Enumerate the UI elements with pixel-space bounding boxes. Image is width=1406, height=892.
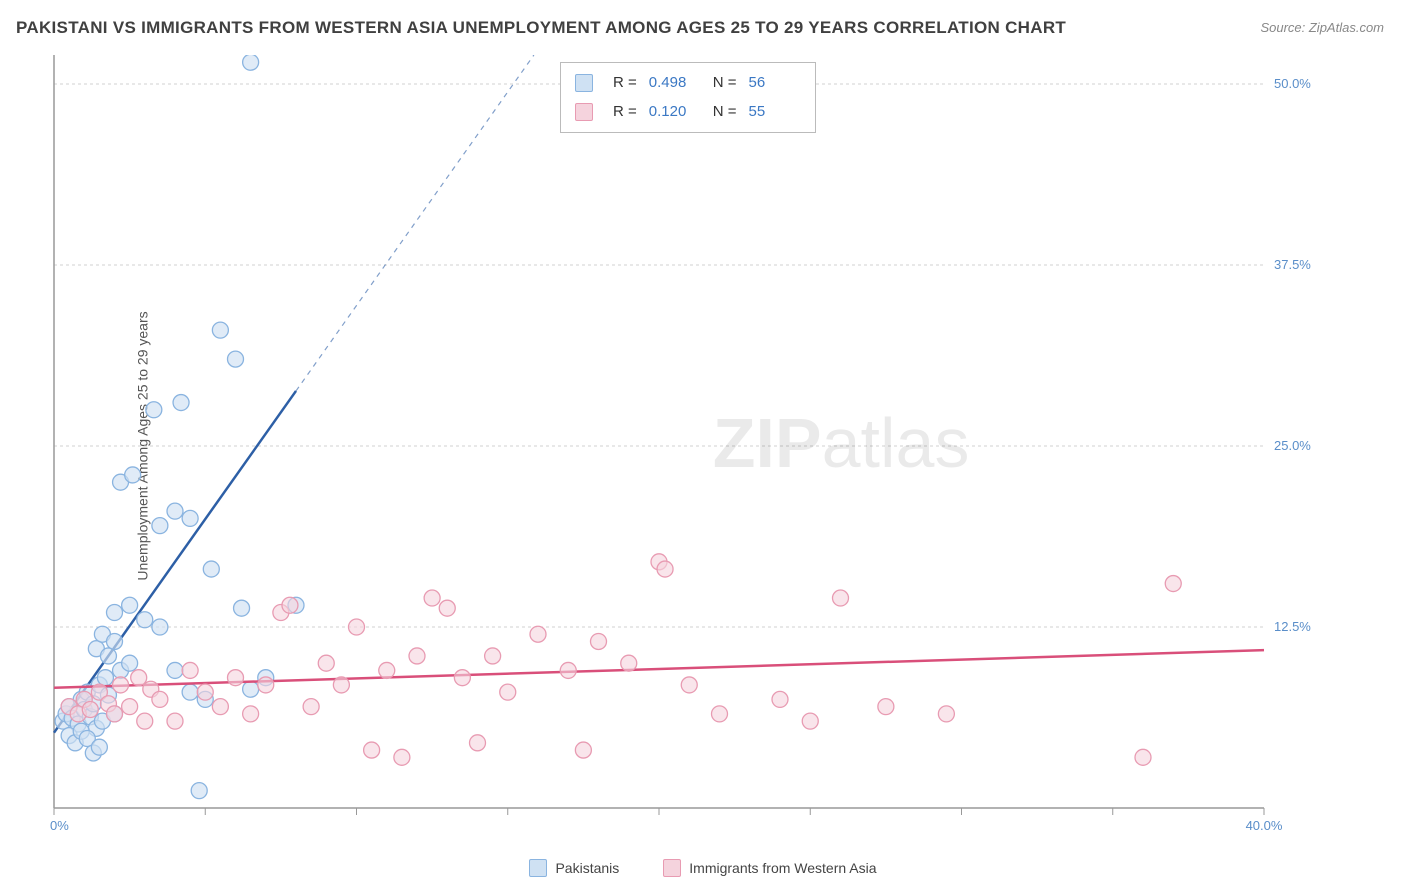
legend-swatch: [529, 859, 547, 877]
legend-label: Immigrants from Western Asia: [689, 860, 876, 876]
chart-container: PAKISTANI VS IMMIGRANTS FROM WESTERN ASI…: [0, 0, 1406, 892]
legend-swatch: [663, 859, 681, 877]
chart-title: PAKISTANI VS IMMIGRANTS FROM WESTERN ASI…: [16, 18, 1066, 38]
r-value: 0.120: [649, 98, 701, 127]
legend: Pakistanis Immigrants from Western Asia: [0, 859, 1406, 880]
svg-text:0.0%: 0.0%: [50, 818, 69, 832]
svg-text:ZIPatlas: ZIPatlas: [713, 404, 970, 482]
series-swatch: [575, 74, 593, 92]
scatter-chart-svg: 12.5% 25.0% 37.5% 50.0% 0.0% 40.0% ZIPatlas: [50, 55, 1326, 832]
legend-item: Pakistanis: [529, 859, 619, 877]
svg-text:12.5%: 12.5%: [1274, 619, 1311, 634]
r-label: R =: [613, 69, 637, 98]
svg-text:40.0%: 40.0%: [1246, 818, 1283, 832]
correlation-stats-box: R = 0.498 N = 56 R = 0.120 N = 55: [560, 62, 816, 133]
plot-area: 12.5% 25.0% 37.5% 50.0% 0.0% 40.0% ZIPatlas: [50, 55, 1326, 832]
series-swatch: [575, 103, 593, 121]
n-label: N =: [713, 69, 737, 98]
legend-item: Immigrants from Western Asia: [663, 859, 876, 877]
source-attribution: Source: ZipAtlas.com: [1260, 20, 1384, 35]
r-label: R =: [613, 98, 637, 127]
svg-text:37.5%: 37.5%: [1274, 257, 1311, 272]
legend-label: Pakistanis: [555, 860, 619, 876]
stats-row: R = 0.120 N = 55: [575, 98, 801, 127]
n-label: N =: [713, 98, 737, 127]
n-value: 56: [749, 69, 801, 98]
svg-text:50.0%: 50.0%: [1274, 76, 1311, 91]
svg-text:25.0%: 25.0%: [1274, 438, 1311, 453]
r-value: 0.498: [649, 69, 701, 98]
stats-row: R = 0.498 N = 56: [575, 69, 801, 98]
n-value: 55: [749, 98, 801, 127]
